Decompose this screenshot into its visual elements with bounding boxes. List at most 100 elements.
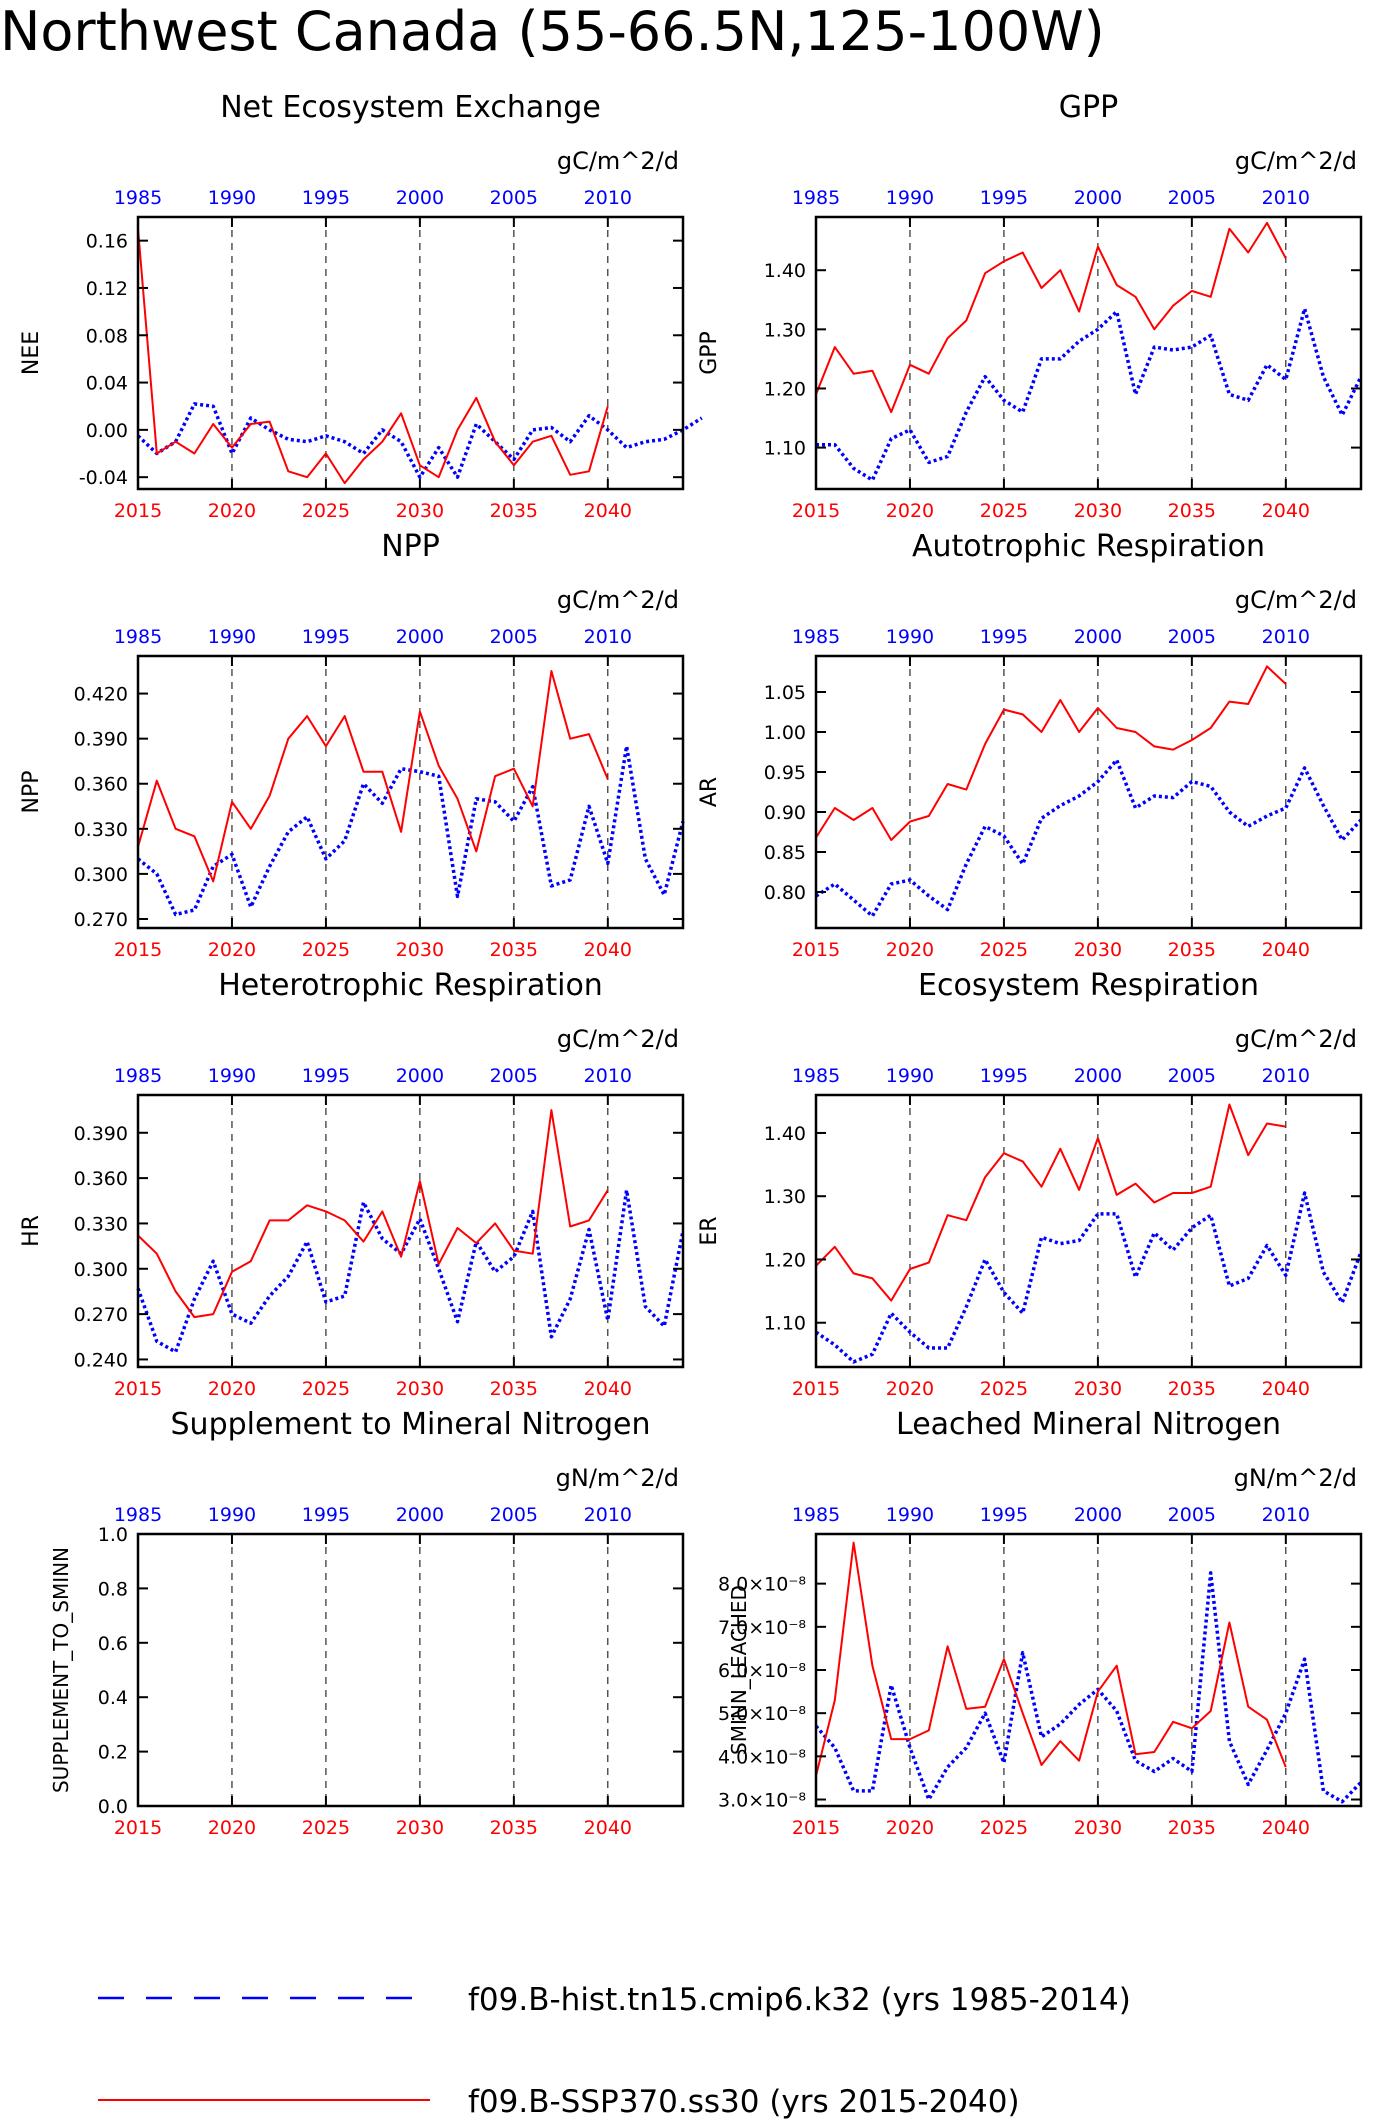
series-line-ssp (137, 228, 609, 485)
y-axis-label: NEE (19, 331, 44, 375)
x-tick-label-top: 1990 (208, 626, 256, 648)
y-tick-label: 0.330 (74, 819, 128, 841)
units-label: gC/m^2/d (1235, 586, 1357, 614)
plot-frame (136, 654, 685, 930)
series-line-ssp (815, 665, 1287, 841)
panel-er: Ecosystem Respiration gC/m^2/d 1.10 1.20 1.3… (697, 968, 1363, 1400)
series-line-ssp (137, 670, 609, 883)
units-label: gC/m^2/d (1235, 1025, 1357, 1053)
x-tick-label-bottom: 2035 (490, 1378, 538, 1400)
panel-title: GPP (1059, 90, 1118, 125)
panel-title: Autotrophic Respiration (912, 529, 1265, 564)
x-tick-label-top: 1985 (792, 187, 840, 209)
x-tick-label-bottom: 2030 (396, 1378, 444, 1400)
x-tick-label-top: 1995 (302, 626, 350, 648)
y-tick-label: 1.20 (764, 1249, 806, 1271)
y-tick-label: 0.300 (74, 864, 128, 886)
series-line-ssp (815, 1103, 1286, 1302)
x-tick-label-bottom: 2025 (980, 500, 1028, 522)
x-tick-label-bottom: 2040 (584, 1378, 632, 1400)
x-tick-label-top: 1995 (302, 1065, 350, 1087)
x-tick-label-top: 1990 (886, 626, 934, 648)
x-tick-label-top: 2005 (490, 1504, 538, 1526)
x-tick-label-bottom: 2040 (584, 939, 632, 961)
units-label: gC/m^2/d (557, 147, 679, 175)
x-tick-label-top: 1990 (208, 187, 256, 209)
x-tick-label-top: 1995 (980, 187, 1028, 209)
units-label: gC/m^2/d (557, 1025, 679, 1053)
y-tick-label: 0.12 (86, 278, 128, 300)
panel-title: NPP (381, 529, 440, 564)
x-tick-label-top: 1985 (792, 626, 840, 648)
x-tick-label-top: 1990 (886, 1065, 934, 1087)
x-tick-label-bottom: 2035 (490, 500, 538, 522)
y-tick-label: 0.420 (74, 684, 128, 706)
x-tick-label-bottom: 2030 (396, 939, 444, 961)
x-tick-label-top: 1985 (114, 1065, 162, 1087)
y-tick-label: 0.08 (86, 325, 128, 347)
x-tick-label-bottom: 2020 (886, 500, 934, 522)
y-tick-label: 0.240 (74, 1349, 128, 1371)
units-label: gC/m^2/d (557, 586, 679, 614)
x-tick-label-bottom: 2015 (114, 1378, 162, 1400)
y-axis-label: ER (697, 1216, 722, 1245)
x-tick-label-bottom: 2025 (302, 939, 350, 961)
x-tick-label-bottom: 2020 (208, 1817, 256, 1839)
x-tick-label-bottom: 2030 (1074, 1378, 1122, 1400)
x-tick-label-top: 2000 (396, 1065, 444, 1087)
x-tick-label-bottom: 2040 (1262, 500, 1310, 522)
panel-title: Heterotrophic Respiration (218, 968, 603, 1003)
panel-ar: Autotrophic Respiration gC/m^2/d 0.80 0.85 0… (697, 529, 1363, 961)
x-tick-label-bottom: 2020 (886, 1817, 934, 1839)
panel-sminn-leached: Leached Mineral Nitrogen gN/m^2/d 3.0×10⁻⁸… (718, 1407, 1363, 1839)
x-tick-label-top: 2005 (490, 626, 538, 648)
x-tick-label-bottom: 2035 (1168, 1378, 1216, 1400)
y-tick-label: 0.330 (74, 1213, 128, 1235)
x-tick-label-top: 2005 (490, 187, 538, 209)
y-tick-label: 0.85 (764, 842, 806, 864)
legend: f09.B-hist.tn15.cmip6.k32 (yrs 1985-2014… (98, 1982, 1131, 2119)
y-tick-label: 0.390 (74, 729, 128, 751)
x-tick-label-bottom: 2025 (980, 939, 1028, 961)
x-tick-label-top: 1985 (792, 1065, 840, 1087)
x-tick-label-top: 2010 (584, 626, 632, 648)
x-tick-label-top: 2000 (1074, 187, 1122, 209)
x-tick-label-bottom: 2030 (1074, 1817, 1122, 1839)
x-tick-label-bottom: 2035 (1168, 939, 1216, 961)
y-tick-label: 0.270 (74, 909, 128, 931)
x-tick-label-bottom: 2025 (980, 1378, 1028, 1400)
panel-title: Supplement to Mineral Nitrogen (171, 1407, 651, 1442)
panels: Net Ecosystem Exchange gC/m^2/d -0.04 0.00 0… (19, 90, 1363, 1839)
figure-title: Northwest Canada (55-66.5N,125-100W) (0, 0, 1105, 63)
x-tick-label-top: 2000 (1074, 626, 1122, 648)
y-tick-label: 1.10 (764, 438, 806, 460)
y-tick-label: 1.30 (764, 319, 806, 341)
units-label: gN/m^2/d (1234, 1464, 1357, 1492)
x-tick-label-bottom: 2015 (114, 939, 162, 961)
y-tick-label: -0.04 (79, 467, 128, 489)
y-axis-label: HR (19, 1215, 44, 1247)
y-tick-label: 0.0 (98, 1796, 128, 1818)
y-axis-label: SUPPLEMENT_TO_SMINN (49, 1547, 73, 1793)
panel-npp: NPP gC/m^2/d 0.270 0.300 0.330 0.360 0.390 0.42… (19, 529, 685, 961)
y-tick-label: 1.20 (764, 378, 806, 400)
x-tick-label-top: 2010 (1262, 626, 1310, 648)
panel-hr: Heterotrophic Respiration gC/m^2/d 0.240 0.… (19, 968, 685, 1400)
y-tick-label: 1.40 (764, 260, 806, 282)
y-tick-label: 0.4 (98, 1687, 128, 1709)
x-tick-label-bottom: 2035 (1168, 1817, 1216, 1839)
x-tick-label-bottom: 2030 (1074, 939, 1122, 961)
x-tick-label-bottom: 2025 (302, 1817, 350, 1839)
x-tick-label-bottom: 2025 (980, 1817, 1028, 1839)
panel-title: Net Ecosystem Exchange (220, 90, 601, 125)
x-tick-label-top: 2010 (1262, 187, 1310, 209)
x-tick-label-top: 1995 (980, 1065, 1028, 1087)
x-tick-label-bottom: 2020 (208, 500, 256, 522)
x-tick-label-top: 2010 (584, 1504, 632, 1526)
x-tick-label-bottom: 2015 (792, 939, 840, 961)
y-tick-label: 5.0×10⁻⁸ (718, 1703, 806, 1725)
y-tick-label: 1.0 (98, 1524, 128, 1546)
y-axis-label: SMINN_LEACHED (727, 1585, 751, 1755)
y-axis-label: AR (697, 777, 722, 807)
panel-nee: Net Ecosystem Exchange gC/m^2/d -0.04 0.00 0… (19, 90, 703, 522)
